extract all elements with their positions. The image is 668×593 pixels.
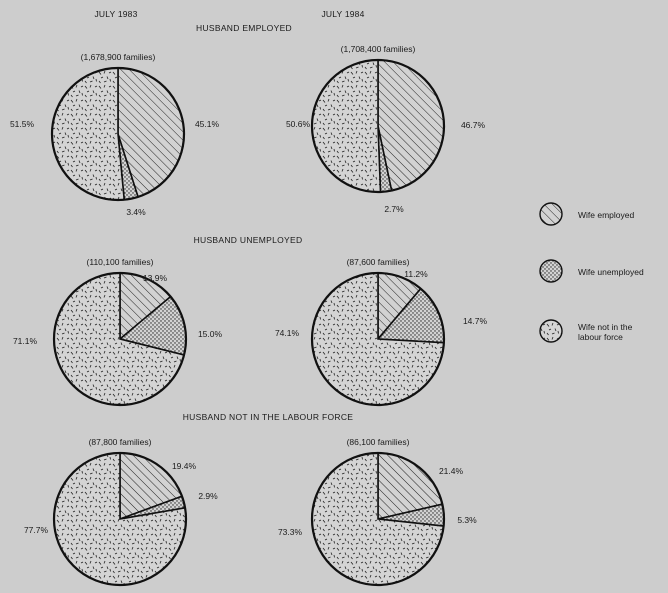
section-title-husband-not-in-labour-force: HUSBAND NOT IN THE LABOUR FORCE <box>183 412 354 422</box>
legend: Wife employed Wife unemployed Wife not i… <box>539 202 644 343</box>
slice-percent-label: 71.1% <box>13 336 38 346</box>
slice-percent-label: 51.5% <box>10 119 35 129</box>
slice-percent-label: 15.0% <box>198 329 223 339</box>
legend-label-not-in-labour-force: Wife not in the labour force <box>578 322 633 342</box>
legend-swatch-employed <box>539 202 563 226</box>
slice-percent-label: 21.4% <box>439 466 464 476</box>
pie-outline <box>50 66 186 202</box>
slice-percent-label: 19.4% <box>172 461 197 471</box>
legend-swatch-not-in-labour-force <box>539 319 563 343</box>
families-label: (87,600 families) <box>347 257 410 267</box>
section-title-husband-employed: HUSBAND EMPLOYED <box>196 23 292 33</box>
slice-percent-label: 13.9% <box>143 273 168 283</box>
slice-percent-label: 50.6% <box>286 119 311 129</box>
families-label: (1,678,900 families) <box>81 52 156 62</box>
slice-percent-label: 46.7% <box>461 120 486 130</box>
slice-percent-label: 2.7% <box>384 204 404 214</box>
legend-label-employed: Wife employed <box>578 210 634 220</box>
pie-slice-not-in-lf <box>311 59 382 193</box>
slice-percent-label: 45.1% <box>195 119 220 129</box>
pie-outline <box>310 271 446 407</box>
slice-percent-label: 11.2% <box>404 269 428 279</box>
pie-slice-not-in-lf <box>51 67 126 201</box>
pie-outline <box>310 58 446 194</box>
section-title-husband-unemployed: HUSBAND UNEMPLOYED <box>194 235 303 245</box>
slice-percent-label: 2.9% <box>198 491 218 501</box>
pie-outline <box>52 451 188 587</box>
families-label: (1,708,400 families) <box>341 44 416 54</box>
slice-percent-label: 73.3% <box>278 527 303 537</box>
header-left: JULY 1983 <box>94 9 137 19</box>
slice-percent-label: 5.3% <box>457 515 477 525</box>
header-right: JULY 1984 <box>321 9 364 19</box>
slice-percent-label: 3.4% <box>126 207 146 217</box>
families-label: (86,100 families) <box>347 437 410 447</box>
slice-percent-label: 14.7% <box>463 316 488 326</box>
legend-swatch-unemployed <box>539 259 563 283</box>
legend-label-unemployed: Wife unemployed <box>578 267 644 277</box>
families-label: (110,100 families) <box>87 257 154 267</box>
pie-grid: (1,678,900 families) 45.1% 3.4% 51.5% (1,708… <box>10 44 488 587</box>
families-label: (87,800 families) <box>89 437 152 447</box>
pie-outline <box>52 271 188 407</box>
slice-percent-label: 74.1% <box>275 328 300 338</box>
pie-outline <box>310 451 446 587</box>
slice-percent-label: 77.7% <box>24 525 49 535</box>
